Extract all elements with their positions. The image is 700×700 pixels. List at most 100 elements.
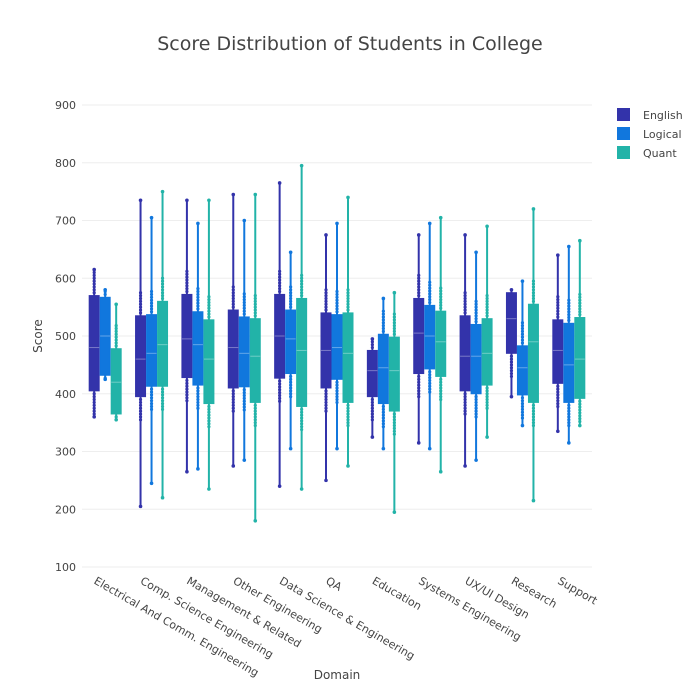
sample-point [335, 307, 339, 311]
box-quant-qa[interactable] [342, 195, 354, 468]
sample-point [428, 283, 432, 287]
box-quant-management-related[interactable] [203, 198, 215, 491]
max-point [578, 238, 582, 243]
sample-point [92, 406, 96, 410]
sample-point [439, 295, 443, 299]
min-point [509, 394, 514, 399]
box-logical-data-science-engineering[interactable] [285, 250, 297, 451]
sample-point [381, 315, 385, 319]
box-quant-research[interactable] [527, 207, 539, 503]
sample-point [185, 287, 189, 291]
sample-point [289, 395, 293, 399]
box-english-management-related[interactable] [181, 198, 193, 474]
box-english-qa[interactable] [320, 233, 332, 483]
sample-point [160, 282, 165, 286]
sample-point [567, 315, 571, 320]
sample-point [160, 407, 165, 411]
box-logical-research[interactable] [516, 279, 528, 428]
box-logical-management-related[interactable] [192, 221, 204, 471]
legend[interactable]: English Logical Quant [617, 108, 683, 160]
box-english-data-science-engineering[interactable] [274, 181, 286, 488]
sample-point [138, 397, 143, 402]
box-quant-education[interactable] [388, 290, 400, 514]
sample-point [520, 413, 525, 417]
sample-point [114, 338, 118, 342]
max-point [556, 253, 560, 257]
sample-point [381, 419, 385, 423]
sample-points [346, 288, 350, 428]
sample-point [578, 307, 582, 311]
legend-item-quant[interactable]: Quant [617, 146, 677, 160]
sample-points [253, 293, 257, 428]
sample-point [185, 381, 189, 385]
box-english-ux-ui-design[interactable] [459, 233, 471, 468]
box-quant-data-science-engineering[interactable] [296, 163, 308, 491]
min-point [231, 464, 236, 468]
box-logical-education[interactable] [377, 296, 389, 451]
sample-point [300, 288, 304, 292]
sample-point [392, 332, 396, 336]
sample-point [231, 302, 235, 306]
sample-point [531, 285, 536, 289]
box-quant-ux-ui-design[interactable] [481, 224, 493, 439]
sample-point [370, 345, 374, 350]
box-quant-comp-science-engineering[interactable] [157, 189, 169, 500]
sample-point [346, 403, 350, 407]
box-body [552, 319, 564, 384]
box-english-electrical-and-comm-engineering[interactable] [88, 267, 100, 419]
max-point [185, 198, 189, 203]
sample-point [196, 397, 200, 402]
sample-point [324, 392, 328, 396]
series-english [88, 181, 564, 509]
box-logical-qa[interactable] [331, 221, 343, 451]
sample-point [370, 397, 374, 402]
box-logical-support[interactable] [563, 244, 575, 445]
box-logical-electrical-and-comm-engineering[interactable] [99, 288, 111, 382]
min-point [288, 446, 293, 451]
box-body [249, 318, 261, 403]
sample-point [289, 293, 293, 298]
box-logical-ux-ui-design[interactable] [470, 250, 482, 462]
y-tick-label: 600 [55, 272, 76, 285]
max-point [324, 233, 328, 237]
box-quant-systems-engineering[interactable] [435, 215, 447, 474]
sample-point [485, 386, 489, 390]
box-quant-other-engineering[interactable] [249, 192, 261, 523]
sample-point [231, 291, 235, 295]
box-english-comp-science-engineering[interactable] [135, 198, 147, 509]
sample-point [439, 380, 443, 384]
min-point [138, 504, 143, 509]
sample-point [556, 295, 560, 299]
box-body [516, 345, 528, 396]
legend-item-english[interactable]: English [617, 108, 683, 122]
box-english-education[interactable] [366, 337, 378, 439]
min-point [567, 441, 571, 445]
min-point [207, 487, 211, 491]
min-point [149, 481, 154, 486]
box-logical-other-engineering[interactable] [238, 218, 250, 462]
max-point [242, 218, 247, 223]
sample-point [242, 309, 246, 313]
box-logical-systems-engineering[interactable] [424, 221, 436, 451]
sample-point [231, 409, 235, 413]
sample-point [103, 292, 107, 297]
box-quant-electrical-and-comm-engineering[interactable] [110, 302, 122, 422]
sample-point [381, 425, 385, 429]
box-logical-comp-science-engineering[interactable] [146, 215, 158, 486]
sample-point [370, 409, 374, 413]
box-english-research[interactable] [505, 288, 517, 399]
legend-item-logical[interactable]: Logical [617, 127, 682, 141]
sample-point [185, 275, 189, 279]
box-english-systems-engineering[interactable] [413, 233, 425, 445]
sample-point [149, 407, 154, 411]
sample-point [278, 269, 282, 273]
y-tick-label: 700 [55, 215, 76, 228]
box-quant-support[interactable] [574, 238, 586, 428]
box-english-other-engineering[interactable] [227, 192, 239, 468]
max-point [438, 215, 443, 220]
sample-points [509, 354, 514, 379]
box-english-support[interactable] [552, 253, 564, 434]
sample-point [439, 389, 443, 393]
min-point [416, 441, 421, 445]
